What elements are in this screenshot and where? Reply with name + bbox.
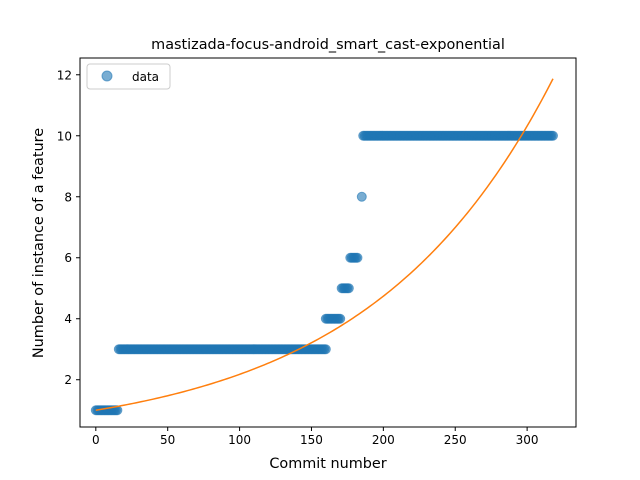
legend-label: data [132,70,159,84]
y-tick-label: 8 [64,190,72,204]
y-tick-label: 12 [57,68,72,82]
data-point [320,344,331,355]
x-tick-label: 100 [228,433,251,447]
x-tick-label: 150 [300,433,323,447]
y-tick-label: 4 [64,312,72,326]
y-tick-label: 10 [57,129,72,143]
y-tick-label: 2 [64,373,72,387]
x-tick-label: 0 [92,433,100,447]
y-axis-label: Number of instance of a feature [31,128,47,358]
data-point [352,252,363,263]
fit-line [95,78,554,411]
data-point [335,313,346,324]
axes-frame [79,57,577,428]
chart-title: mastizada-focus-android_smart_cast-expon… [151,37,505,53]
x-tick-label: 50 [160,433,175,447]
data-point [343,283,354,294]
legend-marker [101,70,113,82]
legend-frame [86,63,171,90]
data-point [356,191,367,202]
x-tick-label: 300 [516,433,539,447]
axes: 0 50 100 150 200 250 300 2 4 6 8 10 12 [57,57,577,447]
x-axis-label: Commit number [269,456,386,472]
x-tick-label: 200 [372,433,395,447]
legend: data [86,63,171,90]
plot-area [90,78,558,416]
data-point [548,130,558,141]
y-tick-label: 6 [64,251,72,265]
x-tick-label: 250 [444,433,467,447]
